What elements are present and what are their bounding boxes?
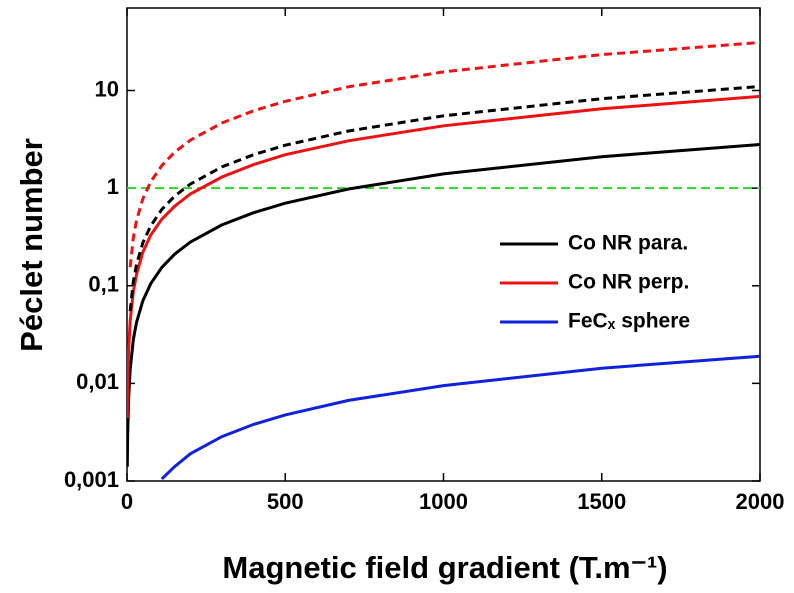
x-tick-label: 500 — [267, 489, 304, 514]
series-line — [128, 85, 760, 312]
legend-label: FeCₓ sphere — [568, 310, 690, 333]
legend-label: Co NR perp. — [568, 271, 689, 294]
legend-label: Co NR para. — [568, 232, 688, 255]
y-tick-label: 0,001 — [64, 467, 119, 492]
y-tick-label: 0,01 — [76, 369, 119, 394]
series-line — [128, 41, 760, 268]
x-tick-label: 1500 — [577, 489, 626, 514]
y-tick-label: 10 — [95, 76, 119, 101]
series-line — [160, 354, 760, 480]
y-axis-title: Péclet number — [14, 138, 49, 352]
x-tick-label: 2000 — [736, 489, 785, 514]
x-tick-label: 1000 — [419, 489, 468, 514]
y-tick-label: 1 — [107, 174, 119, 199]
y-tick-label: 0,1 — [88, 272, 119, 297]
x-tick-label: 0 — [121, 489, 133, 514]
series-line — [127, 143, 760, 467]
series-line — [127, 94, 760, 419]
x-axis-title: Magnetic field gradient (T.m⁻¹) — [222, 550, 667, 585]
